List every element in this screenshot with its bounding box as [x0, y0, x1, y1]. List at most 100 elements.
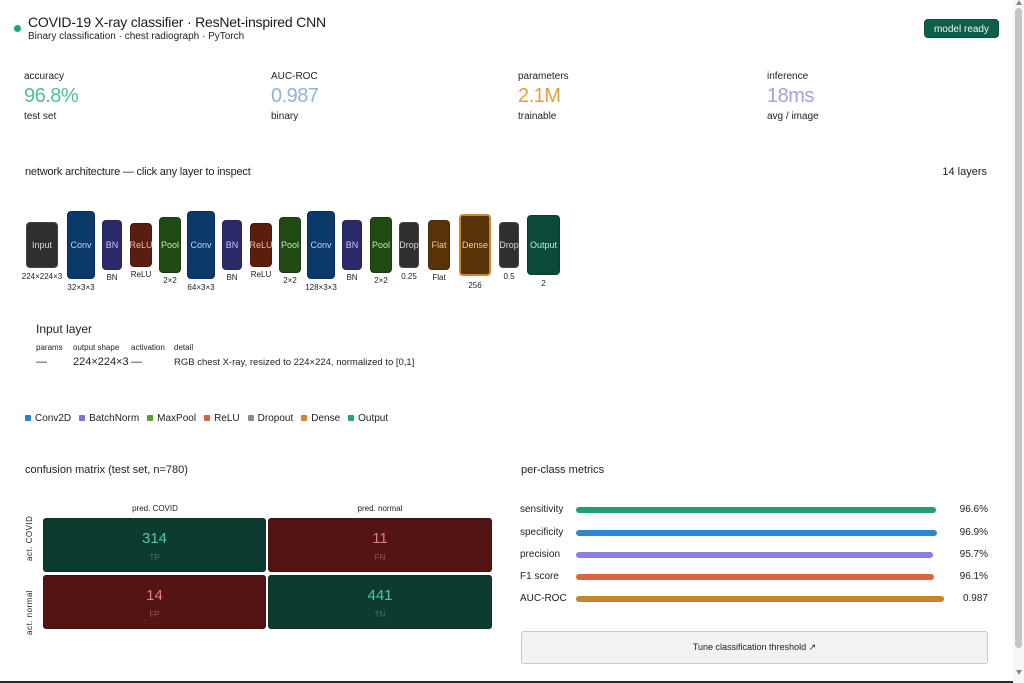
metric-bar-fill — [576, 530, 937, 536]
layer-caption: BN — [106, 273, 118, 282]
legend-item-maxpool: MaxPool — [147, 411, 196, 425]
metric-name: AUC-ROC — [520, 593, 567, 604]
layer-block-drop-16[interactable]: Drop — [499, 222, 519, 268]
layer-caption: ReLU — [130, 270, 152, 279]
metric-row-f1-score: F1 score 96.1% — [520, 571, 990, 585]
confusion-cell-value: 441 — [367, 587, 393, 604]
status-dot-icon — [14, 25, 21, 32]
legend-label: Dropout — [257, 412, 294, 424]
confusion-cell-fp[interactable]: 14 FP — [43, 575, 266, 629]
layer-block-conv-6[interactable]: Conv — [187, 211, 215, 279]
layer-caption: 224×224×3 — [21, 272, 63, 281]
tune-threshold-button[interactable]: Tune classification threshold ↗ — [521, 631, 988, 664]
layer-block-bn-7[interactable]: BN — [222, 220, 242, 270]
confusion-row-label: act. COVID — [25, 515, 34, 561]
layer-caption: 32×3×3 — [67, 283, 95, 292]
stat-parameters: parameters 2.1M trainable — [518, 71, 718, 131]
metric-value: 0.987 — [962, 593, 988, 604]
inspector-value-activation: — — [131, 356, 142, 368]
inspector-label-output-shape: output shape — [73, 343, 120, 352]
layer-block-flat-14[interactable]: Flat — [428, 220, 450, 270]
confusion-cell-fn[interactable]: 11 FN — [268, 518, 492, 572]
layer-caption: 2×2 — [163, 276, 177, 285]
metric-value: 96.9% — [959, 527, 988, 538]
stat-value: 96.8% — [24, 85, 79, 107]
metric-row-auc-roc: AUC-ROC 0.987 — [520, 593, 990, 607]
layer-block-bn-11[interactable]: BN — [342, 220, 362, 270]
layer-block-output-17[interactable]: Output — [527, 215, 560, 275]
legend-swatch-icon — [25, 415, 31, 421]
scroll-down-arrow-icon[interactable] — [1016, 670, 1022, 675]
layer-block-relu-8[interactable]: ReLU — [250, 223, 273, 267]
confusion-cell-tp[interactable]: 314 TP — [43, 518, 266, 572]
legend-swatch-icon — [247, 415, 254, 421]
stat-label: parameters — [518, 71, 569, 82]
stat-value: 2.1M — [518, 85, 561, 107]
legend-item-dense: Dense — [301, 411, 340, 425]
metric-bar-track — [576, 574, 949, 580]
layer-block-conv-2[interactable]: Conv — [67, 211, 95, 279]
bottom-divider — [0, 681, 1013, 683]
layer-block-input-1[interactable]: Input — [26, 222, 58, 268]
metric-value: 95.7% — [959, 549, 988, 560]
layer-caption: Flat — [432, 273, 446, 282]
layer-block-pool-12[interactable]: Pool — [370, 217, 392, 273]
metrics-title: per-class metrics — [521, 464, 605, 476]
legend-label: Conv2D — [35, 412, 72, 424]
legend-swatch-icon — [79, 415, 86, 421]
layer-block-pool-5[interactable]: Pool — [159, 217, 181, 273]
legend-label: BatchNorm — [89, 412, 140, 424]
layer-caption: BN — [226, 273, 238, 282]
page-title: COVID-19 X-ray classifier · ResNet-inspi… — [28, 14, 326, 30]
legend-swatch-icon — [147, 415, 154, 421]
scrollbar-thumb[interactable] — [1015, 8, 1022, 648]
scroll-up-arrow-icon[interactable] — [1016, 0, 1022, 5]
legend-label: Output — [358, 412, 389, 424]
confusion-cell-tn[interactable]: 441 TN — [268, 575, 492, 629]
confusion-cell-tag: FN — [374, 553, 386, 562]
layer-block-drop-13[interactable]: Drop — [399, 222, 419, 268]
status-badge: model ready — [923, 19, 999, 38]
stat-sub: avg / image — [767, 111, 819, 122]
legend-item-batchnorm: BatchNorm — [79, 411, 139, 425]
metric-name: sensitivity — [520, 504, 564, 515]
metric-name: precision — [520, 549, 561, 560]
legend-item-dropout: Dropout — [247, 411, 294, 425]
page-subtitle: Binary classification · chest radiograph… — [28, 31, 245, 42]
layer-block-dense-15[interactable]: Dense — [459, 214, 491, 276]
inspector-value-output-shape: 224×224×3 — [73, 356, 129, 368]
layer-caption: 256 — [468, 281, 482, 290]
stat-sub: trainable — [518, 111, 557, 122]
stat-label: accuracy — [24, 71, 65, 82]
layer-block-bn-3[interactable]: BN — [102, 220, 122, 270]
layer-block-pool-9[interactable]: Pool — [279, 217, 301, 273]
confusion-col-label: pred. normal — [357, 504, 403, 513]
metric-bar-track — [576, 507, 949, 513]
stat-sub: test set — [24, 111, 57, 122]
layer-caption: ReLU — [250, 270, 272, 279]
stat-sub: binary — [271, 111, 299, 122]
metric-bar-track — [576, 530, 949, 536]
stat-inference: inference 18ms avg / image — [767, 71, 967, 131]
metric-bar-fill — [576, 507, 936, 513]
legend-item-output: Output — [348, 411, 388, 425]
metric-bar-track — [576, 596, 949, 602]
legend-swatch-icon — [301, 415, 308, 421]
legend-label: Dense — [311, 412, 341, 424]
metric-value: 96.6% — [959, 504, 988, 515]
layer-count: 14 layers — [942, 166, 987, 178]
page-scrollbar[interactable] — [1013, 0, 1024, 683]
confusion-cell-tag: TN — [374, 610, 386, 619]
confusion-matrix-title: confusion matrix (test set, n=780) — [25, 464, 188, 476]
inspector-title: Input layer — [36, 322, 93, 336]
confusion-col-label: pred. COVID — [132, 504, 178, 513]
confusion-row-label: act. normal — [25, 589, 34, 635]
metric-row-specificity: specificity 96.9% — [520, 527, 990, 541]
legend-label: ReLU — [214, 412, 240, 424]
metric-name: specificity — [520, 527, 564, 538]
inspector-label-detail: detail — [174, 343, 194, 352]
layer-block-relu-4[interactable]: ReLU — [130, 223, 153, 267]
metric-bar-track — [576, 552, 949, 558]
layer-block-conv-10[interactable]: Conv — [307, 211, 335, 279]
